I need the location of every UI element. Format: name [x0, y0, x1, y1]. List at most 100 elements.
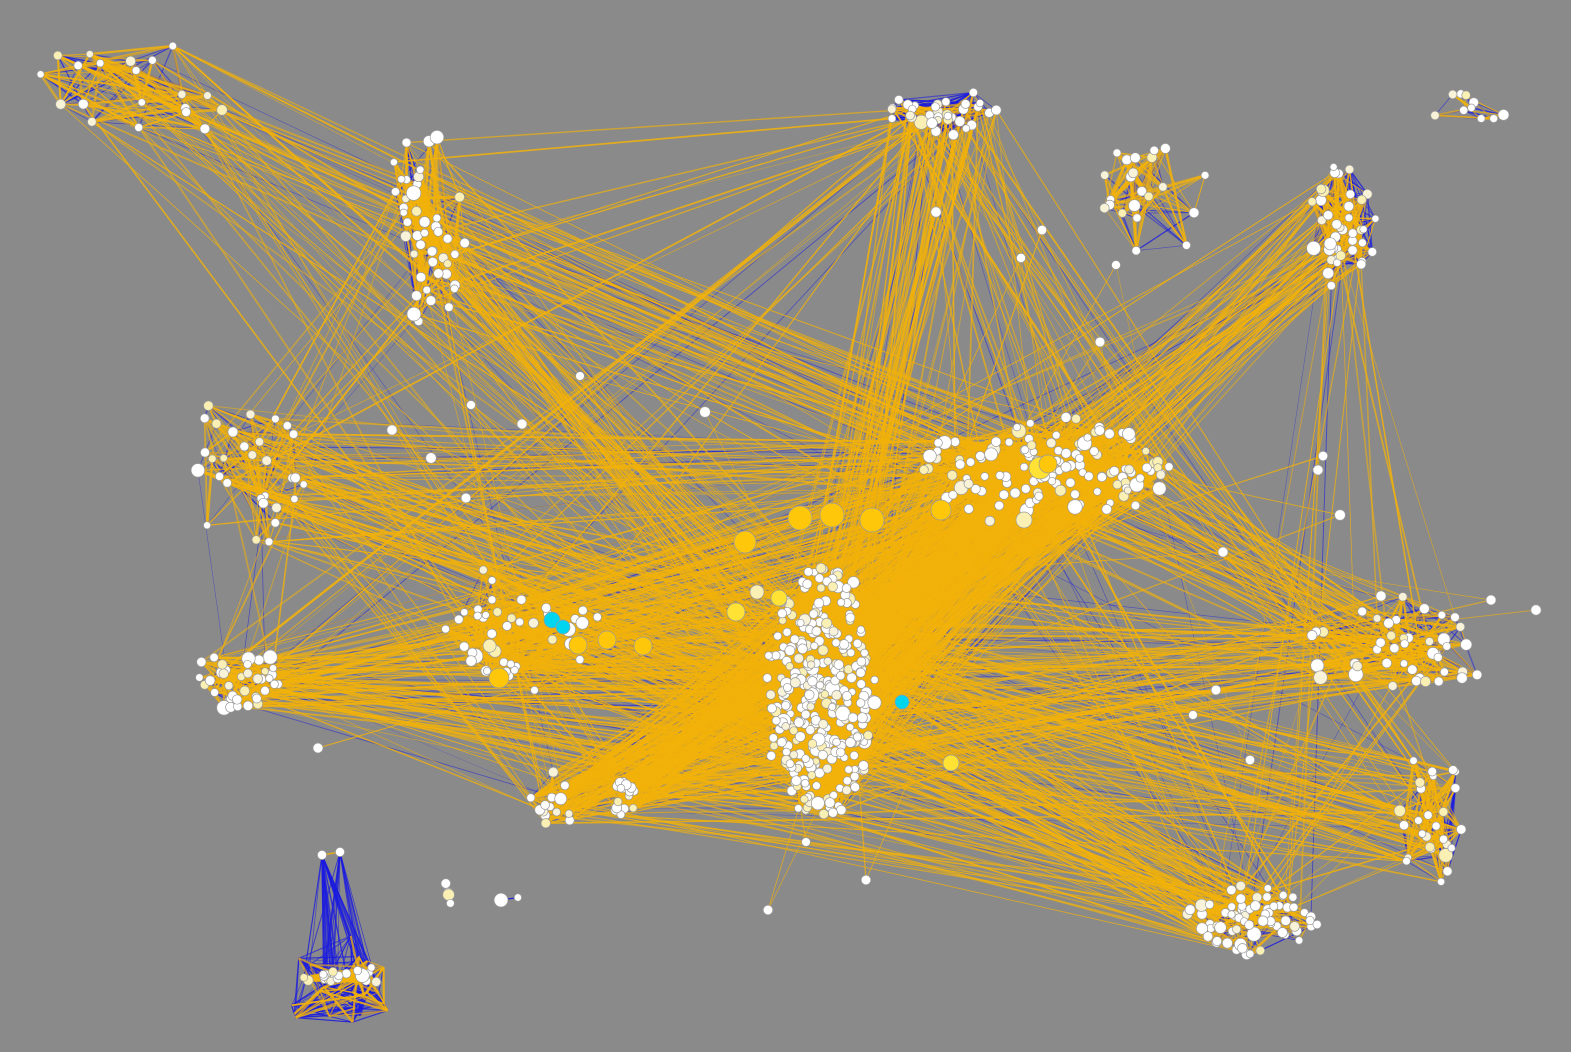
graph-node[interactable] [849, 750, 859, 761]
graph-node[interactable] [797, 643, 808, 655]
graph-node[interactable] [764, 651, 773, 660]
graph-node[interactable] [1214, 921, 1227, 934]
graph-node[interactable] [1122, 427, 1136, 441]
graph-node[interactable] [954, 115, 966, 127]
graph-node[interactable] [450, 249, 460, 259]
graph-node[interactable] [486, 628, 497, 639]
graph-node[interactable] [96, 59, 105, 68]
graph-node[interactable] [444, 302, 454, 312]
graph-node[interactable] [1200, 171, 1210, 180]
graph-node[interactable] [371, 976, 382, 987]
graph-node[interactable] [216, 104, 228, 116]
graph-node[interactable] [811, 626, 822, 637]
graph-node[interactable] [429, 130, 445, 145]
graph-node[interactable] [1294, 936, 1304, 945]
graph-node[interactable] [1310, 658, 1325, 673]
graph-node[interactable] [847, 712, 859, 723]
graph-node[interactable] [353, 966, 363, 976]
graph-node[interactable] [789, 634, 800, 645]
graph-node[interactable] [389, 158, 398, 167]
graph-node[interactable] [196, 656, 207, 668]
graph-node[interactable] [1367, 247, 1378, 257]
graph-node[interactable] [1094, 336, 1106, 348]
graph-node[interactable] [1344, 164, 1355, 175]
graph-node[interactable] [335, 847, 345, 857]
graph-node[interactable] [789, 750, 799, 760]
graph-node[interactable] [1060, 412, 1072, 423]
graph-node[interactable] [793, 653, 804, 664]
graph-node[interactable] [1034, 491, 1044, 501]
graph-node[interactable] [204, 675, 216, 686]
graph-node[interactable] [592, 612, 602, 622]
graph-node[interactable] [547, 634, 558, 645]
graph-node[interactable] [860, 648, 869, 658]
graph-node[interactable] [1411, 675, 1422, 687]
graph-node[interactable] [232, 694, 243, 705]
graph-node[interactable] [1467, 103, 1476, 112]
graph-node[interactable] [1109, 466, 1120, 477]
graph-node[interactable] [199, 123, 211, 135]
graph-node[interactable] [1335, 250, 1346, 261]
graph-node[interactable] [1399, 659, 1409, 668]
graph-node[interactable] [1060, 461, 1072, 473]
graph-node[interactable] [777, 608, 787, 619]
graph-node[interactable] [483, 666, 492, 676]
graph-node[interactable] [1289, 902, 1299, 912]
graph-node[interactable] [1188, 207, 1200, 219]
graph-node[interactable] [994, 500, 1005, 511]
graph-node[interactable] [1269, 901, 1279, 911]
graph-node[interactable] [454, 191, 465, 203]
graph-node[interactable] [195, 673, 204, 682]
graph-node[interactable] [1352, 660, 1363, 672]
graph-node[interactable] [1195, 922, 1209, 935]
graph-node[interactable] [852, 732, 863, 742]
graph-node[interactable] [432, 213, 442, 223]
graph-node[interactable] [441, 624, 450, 634]
graph-node[interactable] [1089, 446, 1099, 456]
graph-node[interactable] [460, 492, 472, 504]
graph-node[interactable] [1020, 445, 1030, 455]
graph-node[interactable] [613, 797, 623, 807]
graph-node[interactable] [251, 693, 262, 704]
graph-node[interactable] [1070, 489, 1080, 500]
graph-node[interactable] [845, 737, 856, 748]
graph-node[interactable] [805, 725, 816, 735]
graph-node-hub[interactable] [787, 505, 813, 531]
graph-node[interactable] [1427, 766, 1437, 777]
graph-node[interactable] [245, 409, 256, 420]
graph-node[interactable] [818, 809, 829, 820]
graph-node[interactable] [53, 50, 63, 61]
graph-node[interactable] [243, 668, 253, 679]
graph-node[interactable] [433, 268, 444, 279]
graph-node[interactable] [828, 626, 839, 637]
graph-node[interactable] [827, 581, 838, 592]
graph-node[interactable] [1459, 105, 1469, 115]
graph-node[interactable] [1389, 643, 1400, 654]
graph-node[interactable] [269, 679, 279, 689]
graph-node[interactable] [941, 97, 951, 107]
graph-node[interactable] [789, 677, 801, 688]
graph-node[interactable] [1343, 201, 1355, 212]
graph-node[interactable] [1184, 904, 1196, 916]
graph-node[interactable] [1326, 281, 1336, 291]
graph-node[interactable] [1289, 921, 1300, 932]
graph-node[interactable] [1124, 464, 1135, 475]
graph-node[interactable] [1235, 880, 1246, 892]
graph-node[interactable] [73, 60, 83, 71]
graph-node[interactable] [1212, 936, 1223, 947]
graph-node[interactable] [773, 631, 783, 641]
graph-node[interactable] [1246, 926, 1262, 942]
graph-node[interactable] [771, 716, 781, 726]
graph-node[interactable] [318, 970, 328, 979]
graph-node[interactable] [765, 689, 776, 700]
graph-node[interactable] [776, 737, 787, 748]
graph-node[interactable] [970, 484, 981, 495]
graph-node[interactable] [341, 968, 352, 979]
graph-node[interactable] [1075, 453, 1085, 463]
graph-node[interactable] [1093, 487, 1102, 496]
graph-node[interactable] [1060, 448, 1072, 459]
graph-node-hub[interactable] [1015, 511, 1033, 529]
graph-node[interactable] [1438, 807, 1449, 817]
graph-node[interactable] [1036, 224, 1048, 236]
graph-node[interactable] [459, 641, 470, 652]
